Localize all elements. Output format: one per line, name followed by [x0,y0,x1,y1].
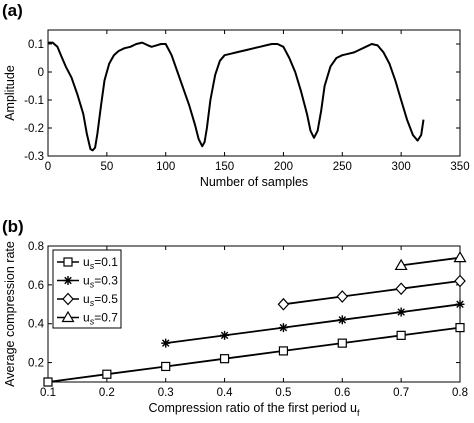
x-tick-label-a: 150 [215,161,234,173]
square-marker [278,346,289,356]
series-line-b-1 [165,303,461,344]
chart-a: 0 50 100 150 200 250 300 350 -0.3 -0.2 -0.1 0 0.1 Num… [3,29,470,189]
plot-area-a [47,29,461,157]
series-line-b-3 [400,256,461,267]
x-tick-label-b: 0.6 [334,387,350,399]
x-tick-label-b: 0.1 [40,387,56,399]
y-tick-label-b: 0.4 [28,319,45,331]
legend-entry: us=0.1 [83,255,118,271]
square-marker [337,338,347,348]
panel-label-a: (a) [2,1,23,20]
series-line-b-0 [47,326,461,383]
asterisk-marker [455,299,465,309]
x-tick-label-b: 0.4 [217,387,234,399]
legend-entry: us=0.5 [83,292,118,308]
x-tick-label-a: 250 [333,161,352,173]
x-tick-label-b: 0.8 [452,387,468,399]
x-axis-label-b-subscript: f [357,408,360,418]
series-line-a [48,41,425,152]
triangle-marker [453,250,467,263]
legend-entry-value: =0.5 [94,292,118,306]
square-marker [161,361,171,372]
y-tick-label-b: 0.8 [28,241,44,253]
legend-asterisk-marker [63,276,73,285]
legend-entry-name: u [83,274,90,288]
x-tick-label-a: 300 [392,161,411,173]
x-axis-label-b-main: Compression ratio of the first period u [149,401,357,415]
legend-entry-value: =0.3 [94,274,118,288]
plot-area-b [47,245,461,383]
x-tick-label-a: 350 [450,161,469,173]
y-tick-label-b: 0.2 [28,358,44,370]
square-marker [43,377,53,387]
triangle-marker [394,258,408,271]
asterisk-marker [396,307,406,317]
legend-square-marker [63,257,73,267]
legend-entry-value: =0.1 [94,255,118,269]
legend-entry-name: u [83,311,90,325]
x-tick-label-a: 50 [100,161,113,173]
diamond-marker [277,297,290,311]
square-marker [102,369,112,379]
asterisk-marker [220,330,230,340]
y-tick-label-a: -0.2 [24,123,44,135]
diamond-marker [336,290,349,303]
legend-diamond-marker [62,292,74,306]
x-tick-label-b: 0.7 [393,387,409,399]
legend-entry-subscript: s [90,298,95,308]
legend-entry-name: u [83,255,90,269]
asterisk-marker [161,338,171,348]
legend-entry-subscript: s [90,261,95,271]
x-tick-label-b: 0.3 [158,387,174,399]
x-tick-label-a: 200 [274,161,293,173]
y-tick-label-b: 0.6 [28,280,44,292]
asterisk-marker [278,323,288,333]
x-axis-label-b: Compression ratio of the first period uf [149,401,360,418]
x-tick-label-a: 0 [45,161,51,173]
x-axis-label-a: Number of samples [200,175,308,189]
legend-entry-subscript: s [90,317,95,327]
series-line-b-2 [283,280,461,306]
y-tick-label-a: -0.3 [24,151,44,163]
chart-b: 0.1 0.2 0.3 0.4 0.5 0.6 0.7 0.8 0.2 0.4 0.6 0.8 Comp… [3,241,468,418]
y-tick-label-a: 0 [38,67,44,79]
square-marker [396,330,406,340]
x-tick-label-a: 100 [156,161,175,173]
y-axis-label-a: Amplitude [3,65,17,121]
legend-entry-subscript: s [90,280,95,290]
legend-entry-name: u [83,292,90,306]
legend-entry: us=0.3 [83,274,118,290]
legend-entry: us=0.7 [83,311,118,327]
square-marker [455,323,465,333]
panel-label-b: (b) [2,217,24,236]
diamond-marker [454,274,466,288]
legend-triangle-marker [61,310,75,323]
y-tick-label-a: 0.1 [28,39,44,51]
square-marker [219,354,230,364]
x-tick-label-b: 0.5 [275,387,291,399]
diamond-marker [395,282,407,296]
y-axis-label-b: Average compression rate [3,241,17,387]
asterisk-marker [337,315,347,325]
y-tick-label-a: -0.1 [24,95,44,107]
legend-entry-value: =0.7 [94,311,118,325]
x-tick-label-b: 0.2 [99,387,115,399]
